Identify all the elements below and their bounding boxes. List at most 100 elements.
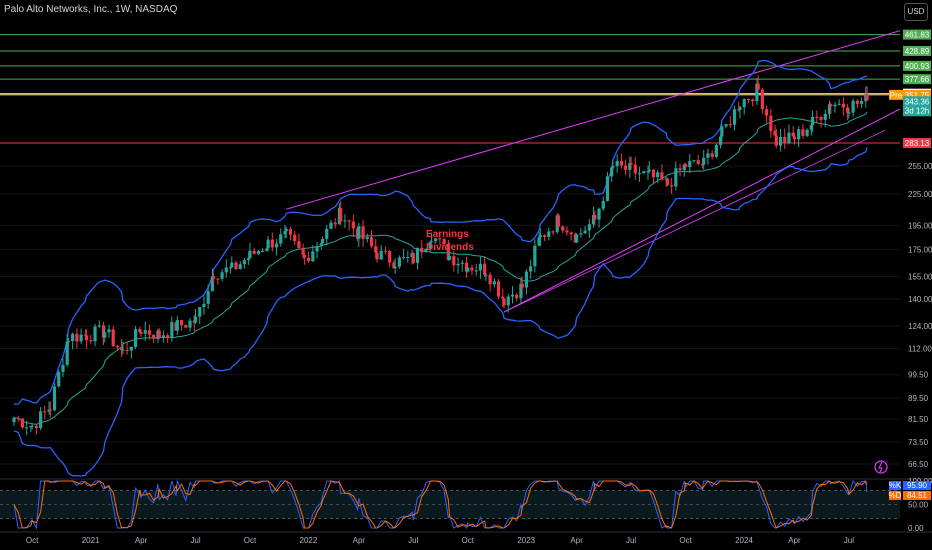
candle-body [488,274,492,285]
osc-tick-label: 0.00 [908,524,924,533]
candle-body [783,136,787,143]
candle-body [547,231,551,237]
candle-body [537,237,541,246]
candle-body [510,294,515,297]
candle-body [411,253,415,263]
candle-body [466,267,470,272]
candle-body [230,262,234,268]
candle-body [565,230,569,233]
candle-body [256,251,260,254]
candle-body [809,125,813,130]
candle-body [393,266,397,269]
candle-body [238,264,242,270]
price-axis: 255.00 225.00 195.00 175.00 155.00 140.00 124.… [908,162,932,469]
candle-body [120,347,124,351]
candle-body [34,425,38,429]
candle-body [71,333,75,342]
candle-body [220,272,224,279]
osc-tick-label: 50.00 [908,501,929,510]
candle-body [851,100,855,113]
candle-body [714,144,718,157]
candle-body [339,208,343,222]
candle-body [66,341,71,343]
annotation-dividends[interactable]: Dividends [426,242,474,253]
candle-body [365,237,369,239]
y-tick-label: 89.50 [908,394,929,403]
x-tick-label: Apr [570,536,583,545]
alert-icon[interactable] [874,460,888,474]
candle-body [575,234,579,243]
channel-upper [286,30,901,210]
candle-body [12,417,16,423]
x-tick-label: 2023 [517,536,535,545]
candle-body [755,83,759,102]
candle-body [266,239,270,249]
candle-body [301,248,305,255]
y-tick-label: 73.50 [908,438,929,447]
candle-body [452,256,456,266]
annotation-earnings[interactable]: Earnings [426,229,469,240]
candle-body [48,409,52,411]
candle-body [143,330,147,334]
y-tick-label: 112.00 [908,344,932,353]
candle-body [728,124,732,126]
price-tag-label: 283.13 [905,139,930,148]
candle-body [746,99,751,101]
candle-body [502,298,506,306]
last-price-label: 343.36 [905,97,930,106]
price-tag-label: 351.75 [905,91,930,100]
candle-body [446,244,450,261]
candle-body [646,171,650,173]
y-tick-label: 81.50 [908,415,929,424]
candle-body [647,169,651,172]
currency-button[interactable]: USD [904,3,928,21]
candle-body [129,346,133,351]
candle-body [751,99,755,102]
candle-body [307,257,311,262]
stochastic-pane: 100.0050.000.00%K95.90%D84.51 [0,477,932,533]
candle-body [329,222,333,229]
price-tag-bg [903,138,931,148]
candle-body [121,349,125,351]
candle-body [611,166,615,168]
candle-body [43,411,47,413]
candle-body [569,232,573,235]
candle-body [401,257,406,259]
candle-body [633,164,637,174]
candle-body [351,221,355,229]
candle-body [773,130,777,136]
candle-body [732,109,737,125]
time-axis: Oct 2021 Apr Jul Oct 2022 Apr Jul Oct 2023 Apr Jul O… [26,536,854,545]
annotations: Earnings Dividends [426,229,474,253]
candle-body [561,226,565,231]
candle-body [865,94,869,101]
candle-body [406,256,410,258]
candle-body [193,316,198,323]
candle-body [65,341,69,365]
k-value: 95.90 [907,481,928,490]
candle-body [415,247,420,263]
price-tag-label: 461.83 [905,31,930,40]
candle-body [797,129,801,140]
candle-body [79,334,83,342]
candle-body [587,224,591,231]
candle-body [206,291,210,304]
candle-body [855,100,859,104]
price-tag-bg [903,45,931,56]
candle-body [720,126,724,137]
candle-body [379,250,383,260]
candle-body [593,214,597,220]
candle-body [61,364,65,372]
candle-body [670,185,674,187]
candle-body [760,89,764,110]
candle-body [83,334,87,336]
candle-body [656,172,660,178]
candle-body [297,241,301,249]
candle-body [434,238,438,242]
candle-body [184,325,188,328]
candle-body [688,161,692,168]
candle-body [492,281,496,285]
candle-body [133,329,138,347]
candle-body [369,237,374,247]
